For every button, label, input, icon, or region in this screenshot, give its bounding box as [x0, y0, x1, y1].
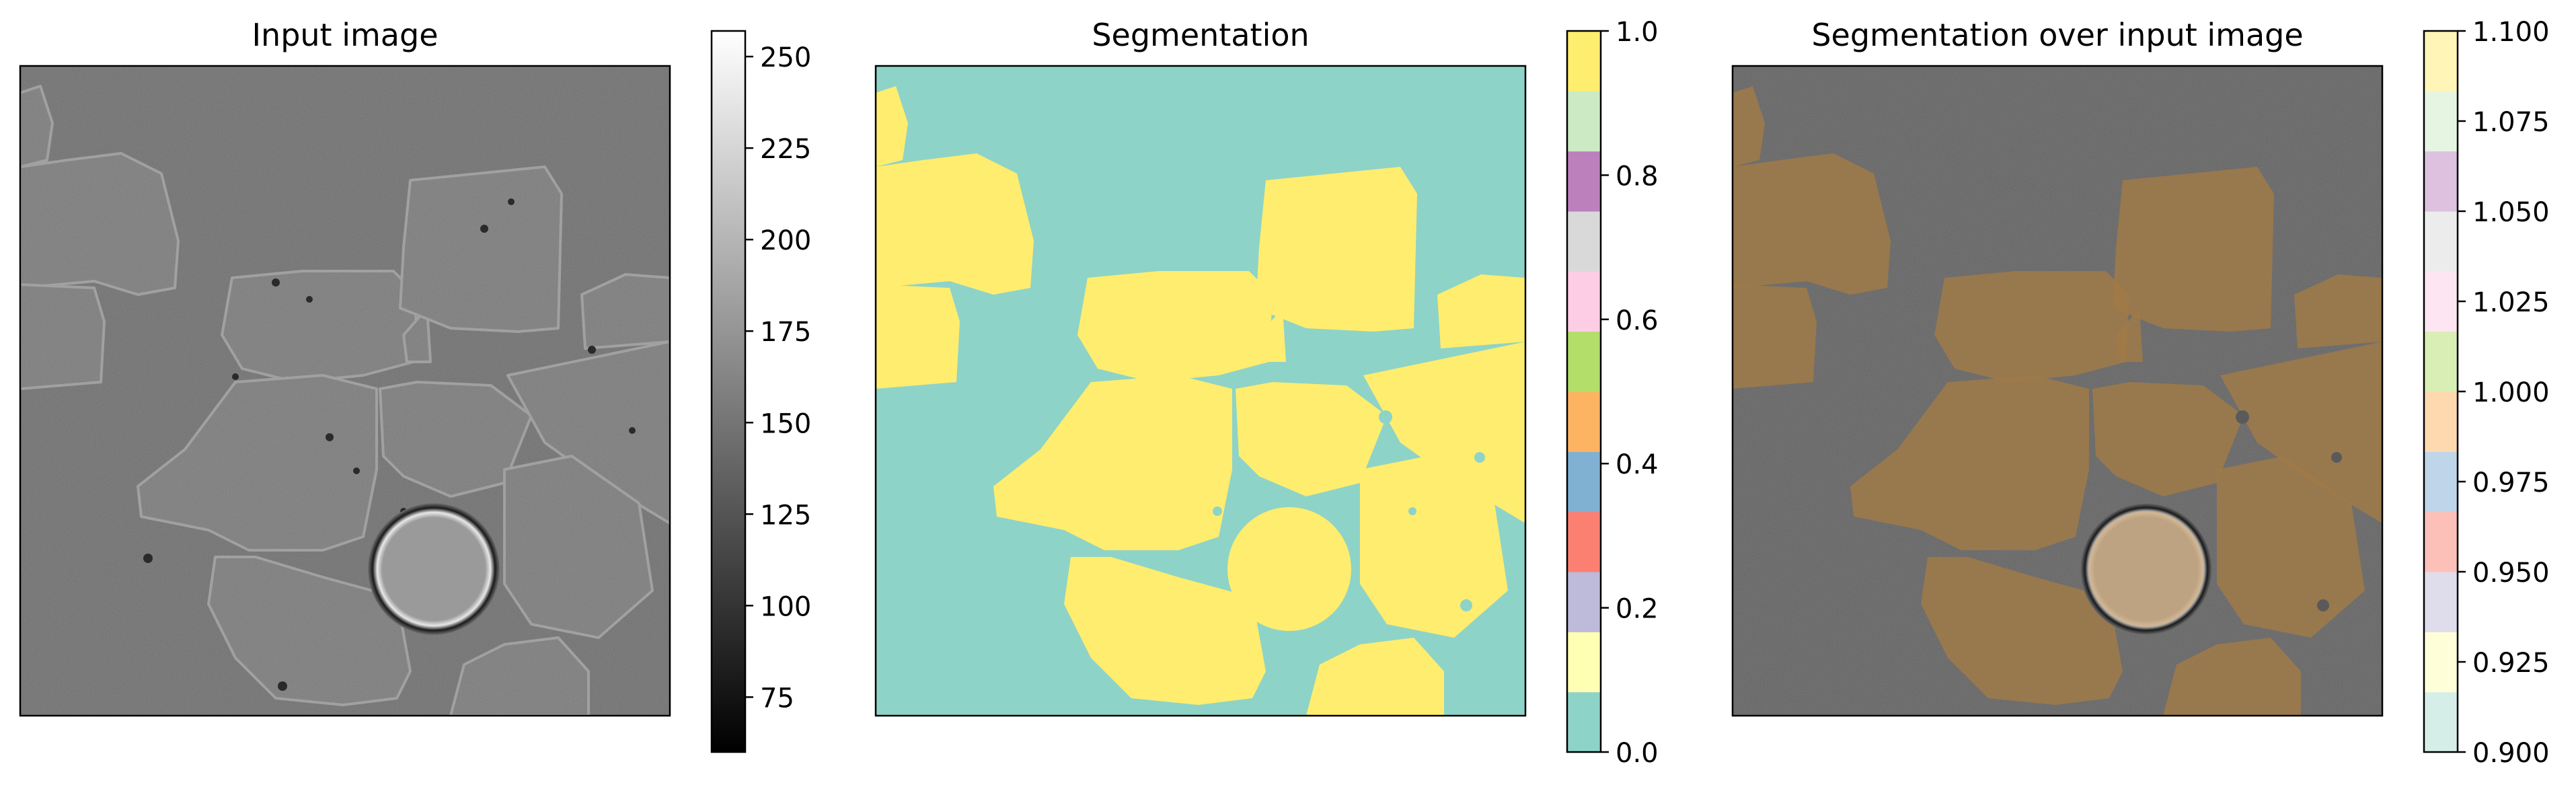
colorbar-segment — [1567, 331, 1601, 392]
colorbar-input-ticks: 75 100 125 150 175 200 225 250 — [745, 42, 811, 714]
colorbar-segment — [2424, 572, 2458, 632]
colorbar-segment — [2424, 271, 2458, 332]
colorbar-tick-label: 1.100 — [2472, 17, 2550, 48]
colorbar-segment — [1567, 511, 1601, 572]
colorbar-segment — [2424, 451, 2458, 513]
colorbar-tick-label: 0.0 — [1616, 738, 1659, 769]
colorbar-tick-label: 100 — [760, 591, 811, 622]
colorbar-tick-label: 150 — [760, 408, 811, 439]
panel-input-image: Input image 75 100 125 150 175 200 225 250 — [19, 17, 811, 753]
colorbar-tick-label: 0.8 — [1616, 161, 1659, 192]
overlay-bead — [2088, 511, 2204, 627]
colorbar-overlay: 0.900 0.925 0.950 0.975 1.000 1.025 1.050 1.075… — [2423, 17, 2550, 769]
colorbar-tick-label: 0.6 — [1616, 305, 1659, 336]
colorbar-segment — [2424, 331, 2458, 392]
colorbar-segmentation-ticks: 0.0 0.2 0.4 0.6 0.8 1.0 — [1601, 17, 1659, 769]
colorbar-input: 75 100 125 150 175 200 225 250 — [710, 30, 811, 753]
colorbar-segment — [2424, 151, 2458, 212]
colorbar-segment — [1567, 31, 1601, 91]
panel-segmentation: Segmentation 0.0 0.2 0.4 0.6 0.8 1.0 — [874, 17, 1659, 769]
colorbar-segmentation: 0.0 0.2 0.4 0.6 0.8 1.0 — [1566, 17, 1659, 769]
colorbar-tick-label: 1.050 — [2472, 197, 2550, 228]
colorbar-overlay-segments — [2424, 31, 2458, 753]
colorbar-tick-label: 200 — [760, 225, 811, 256]
colorbar-segment — [1567, 91, 1601, 152]
colorbar-segment — [1567, 572, 1601, 632]
colorbar-segment — [1567, 211, 1601, 272]
colorbar-segment — [2424, 211, 2458, 272]
colorbar-segment — [1567, 451, 1601, 513]
colorbar-tick-label: 0.2 — [1616, 594, 1659, 625]
colorbar-segment — [2424, 691, 2458, 753]
colorbar-tick-label: 175 — [760, 317, 811, 348]
colorbar-segment — [1567, 391, 1601, 452]
colorbar-tick-label: 0.4 — [1616, 449, 1659, 480]
colorbar-tick-label: 0.950 — [2472, 558, 2550, 589]
bead — [368, 503, 500, 635]
colorbar-tick-label: 250 — [760, 42, 811, 73]
colorbar-segment — [2424, 511, 2458, 572]
colorbar-segment — [1567, 151, 1601, 212]
colorbar-tick-label: 75 — [760, 683, 794, 714]
colorbar-tick-label: 1.000 — [2472, 377, 2550, 408]
colorbar-tick-label: 225 — [760, 134, 811, 165]
colorbar-segment — [1567, 271, 1601, 332]
panel2-title: Segmentation — [1092, 17, 1309, 53]
colorbar-tick-label: 1.075 — [2472, 107, 2550, 138]
colorbar-tick-label: 0.925 — [2472, 648, 2550, 679]
colorbar-segment — [2424, 31, 2458, 91]
colorbar-segment — [1567, 691, 1601, 753]
colorbar-tick-label: 1.0 — [1616, 17, 1659, 48]
colorbar-tick-label: 1.025 — [2472, 287, 2550, 318]
panel1-title: Input image — [252, 17, 438, 53]
colorbar-overlay-ticks: 0.900 0.925 0.950 0.975 1.000 1.025 1.050 1.075… — [2458, 17, 2550, 769]
colorbar-segment — [1567, 632, 1601, 693]
colorbar-segment — [2424, 391, 2458, 452]
panel3-title: Segmentation over input image — [1811, 17, 2303, 53]
colorbar-segment — [2424, 632, 2458, 693]
colorbar-segment — [2424, 91, 2458, 152]
colorbar-tick-label: 0.900 — [2472, 738, 2550, 769]
overlay-holes — [2236, 410, 2342, 611]
panel-overlay: Segmentation over input image 0.900 0.925… — [1731, 17, 2550, 769]
segmentation-plot — [876, 66, 1525, 716]
colorbar-segmentation-segments — [1567, 31, 1601, 753]
segmented-bead — [1227, 507, 1351, 631]
colorbar-tick-label: 125 — [760, 500, 811, 531]
mask-holes — [1213, 410, 1485, 611]
colorbar-tick-label: 0.975 — [2472, 467, 2550, 498]
overlay-plot — [1733, 66, 2382, 716]
input-image-plot — [20, 66, 670, 716]
